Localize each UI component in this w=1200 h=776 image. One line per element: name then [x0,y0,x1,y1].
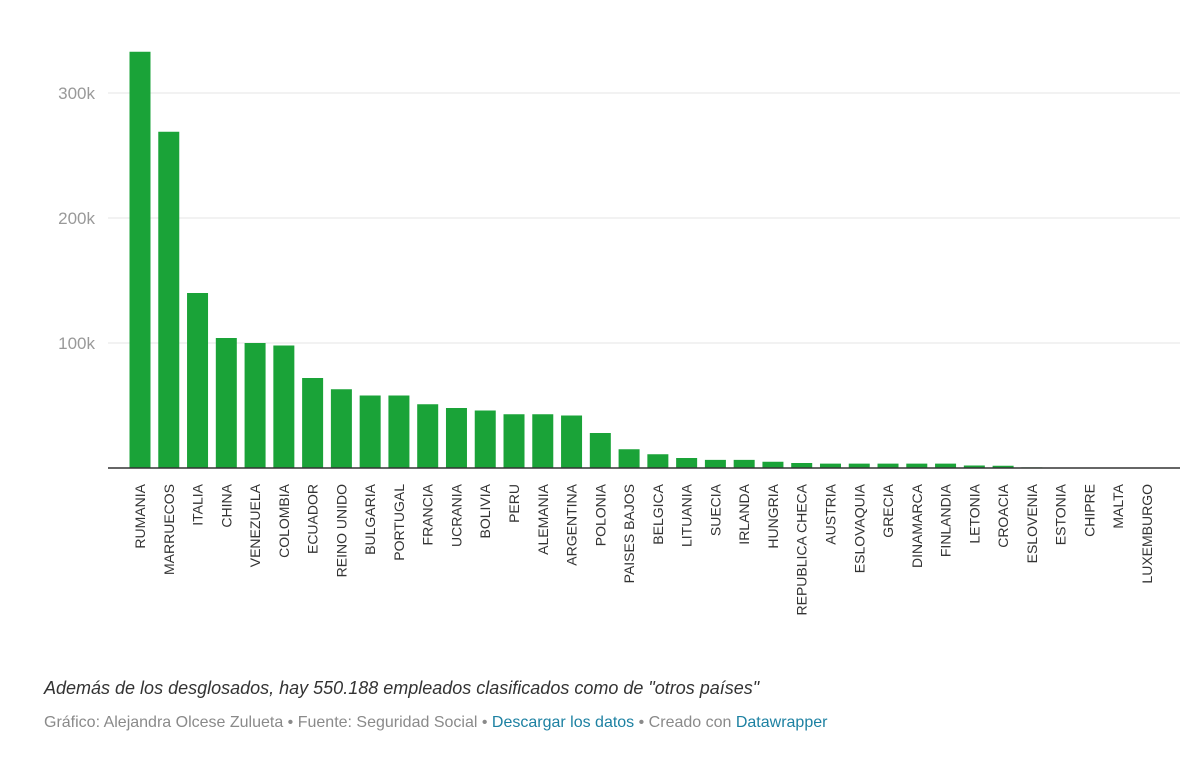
bar [935,463,957,468]
bar [733,459,755,468]
x-category-label: SUECIA [707,483,723,536]
x-category-label: IRLANDA [736,483,752,544]
bar [963,465,985,468]
x-category-label: POLONIA [592,483,608,546]
bar [129,51,151,468]
bar [215,338,237,468]
x-category-label: LETONIA [966,483,982,543]
x-category-label: LUXEMBURGO [1139,484,1155,584]
x-category-label: GRECIA [880,483,896,537]
x-category-label: FINLANDIA [938,483,954,557]
x-category-label: ESTONIA [1053,483,1069,545]
bar [187,293,209,468]
bar [474,410,496,468]
bar [647,454,669,468]
x-category-label: AUSTRIA [822,483,838,544]
x-category-label: CHINA [218,483,234,527]
y-tick-label: 200k [58,209,95,228]
bar [704,459,726,468]
y-tick-label: 300k [58,84,95,103]
x-axis-category-labels: RUMANIA MARRUECOS ITALIA CHINA VENEZUELA COLO… [132,483,1155,615]
bar [561,415,583,468]
bar [762,461,784,468]
footer-credits: Gráfico: Alejandra Olcese Zulueta • Fuen… [44,714,492,731]
x-category-label: BULGARIA [362,483,378,554]
x-category-label: BOLIVIA [477,483,493,538]
bar [417,404,439,468]
x-category-label: UCRANIA [448,483,464,547]
datawrapper-link[interactable]: Datawrapper [735,714,828,731]
x-category-label: RUMANIA [132,483,148,548]
x-category-label: PAISES BAJOS [621,484,637,583]
x-category-label: ESLOVAQUIA [851,483,867,573]
bar [445,408,467,468]
chart-footer: Gráfico: Alejandra Olcese Zulueta • Fuen… [44,714,827,732]
bar [848,463,870,468]
x-category-label: CHIPRE [1081,484,1097,537]
bar [388,395,410,468]
x-category-label: BELGICA [650,483,666,544]
x-category-label: ITALIA [190,483,206,525]
x-category-label: LITUANIA [679,483,695,547]
x-category-label: ECUADOR [305,484,321,554]
gridlines [108,92,1180,344]
bar [589,433,611,468]
x-category-label: PORTUGAL [391,484,407,561]
y-tick-label: 100k [58,334,95,353]
bar [877,463,899,468]
bars [129,51,1158,468]
footer-created-with: • Creado con [634,714,736,731]
x-category-label: REPUBLICA CHECA [794,483,810,615]
bar [992,465,1014,468]
download-data-link[interactable]: Descargar los datos [491,714,635,731]
bar [819,463,841,468]
bar [791,463,813,468]
bar [532,414,554,468]
x-category-label: ALEMANIA [535,483,551,554]
x-category-label: DINAMARCA [909,483,925,568]
x-category-label: CROACIA [995,483,1011,547]
bar [676,458,698,468]
x-category-label: HUNGRIA [765,483,781,548]
x-category-label: REINO UNIDO [333,484,349,577]
bar [906,463,928,468]
x-category-label: PERU [506,484,522,523]
bar [302,378,324,468]
x-category-label: MARRUECOS [161,484,177,575]
x-category-label: ESLOVENIA [1024,483,1040,563]
x-category-label: ARGENTINA [564,483,580,565]
x-category-label: FRANCIA [420,483,436,545]
bar [158,131,180,468]
bar [244,343,266,468]
x-category-label: MALTA [1110,483,1126,528]
bar [503,414,525,468]
bar-chart: 100k 200k 300k RUMANIA MARRUECOS ITALIA CHINA… [58,51,1180,615]
x-category-label: VENEZUELA [247,483,263,567]
bar [618,449,640,468]
chart-note: Además de los desglosados, hay 550.188 e… [44,678,760,698]
bar [359,395,381,468]
bar [330,389,352,468]
x-category-label: COLOMBIA [276,483,292,558]
bar [273,345,295,468]
y-axis-tick-labels: 100k 200k 300k [58,84,95,353]
